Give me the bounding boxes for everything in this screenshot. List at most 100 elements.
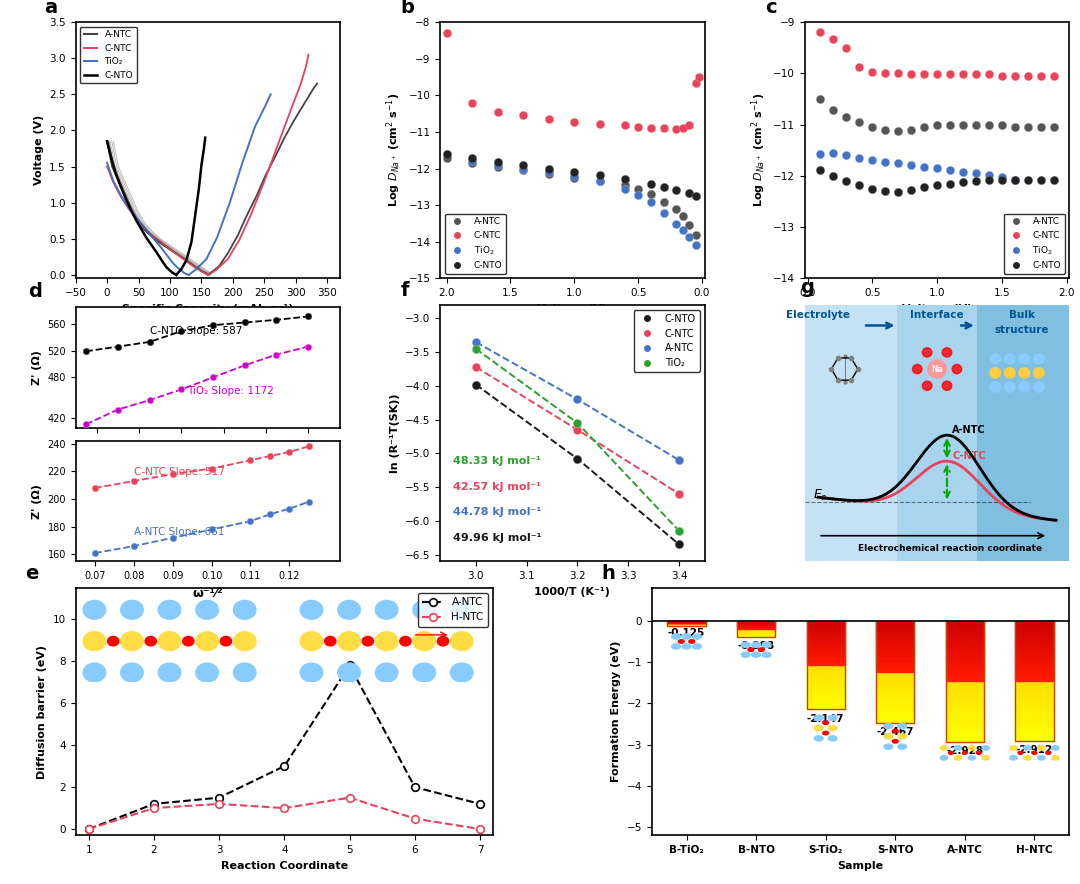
Bar xyxy=(876,667,915,672)
Circle shape xyxy=(990,382,1000,392)
Circle shape xyxy=(1004,368,1015,378)
X-axis label: Voltage (V): Voltage (V) xyxy=(537,304,608,314)
X-axis label: Voltage (V): Voltage (V) xyxy=(902,304,972,314)
Bar xyxy=(946,651,984,657)
Circle shape xyxy=(892,729,899,733)
Point xyxy=(851,60,868,74)
Bar xyxy=(876,713,915,718)
Point xyxy=(566,169,583,183)
Bar xyxy=(807,660,845,665)
Circle shape xyxy=(692,634,701,639)
Point xyxy=(916,180,933,194)
Bar xyxy=(876,646,915,652)
Bar xyxy=(807,665,845,669)
Point xyxy=(299,309,316,324)
Bar xyxy=(946,729,984,735)
Bar xyxy=(946,645,984,651)
Point xyxy=(1007,173,1024,187)
Point xyxy=(438,150,456,164)
Text: -0.398: -0.398 xyxy=(738,641,774,651)
Point xyxy=(674,120,691,134)
Point xyxy=(825,32,842,46)
A-NTC xyxy=(473,798,486,809)
Point xyxy=(687,189,704,203)
Legend: C-NTO, C-NTC, A-NTC, TiO₂: C-NTO, C-NTC, A-NTC, TiO₂ xyxy=(634,309,700,372)
Circle shape xyxy=(1045,751,1051,754)
Bar xyxy=(1015,735,1054,741)
Point xyxy=(569,452,586,466)
Circle shape xyxy=(814,726,823,731)
Point xyxy=(825,103,842,118)
Bar xyxy=(876,661,915,667)
Point xyxy=(1020,69,1037,83)
Circle shape xyxy=(1004,354,1015,364)
Point xyxy=(540,162,557,176)
Bar xyxy=(876,621,915,722)
Point xyxy=(994,170,1011,184)
Circle shape xyxy=(672,644,680,649)
Bar xyxy=(876,641,915,646)
Text: Electrolyte: Electrolyte xyxy=(786,309,850,320)
Text: d: d xyxy=(28,282,42,301)
Point xyxy=(463,154,481,168)
Point xyxy=(164,530,181,545)
Bar xyxy=(946,657,984,663)
Bar xyxy=(976,305,1069,561)
Point xyxy=(864,120,881,134)
Point xyxy=(942,177,959,191)
Bar xyxy=(946,675,984,682)
Circle shape xyxy=(1034,354,1044,364)
Circle shape xyxy=(968,746,975,751)
Point xyxy=(916,160,933,174)
Point xyxy=(929,161,946,175)
Text: g: g xyxy=(799,278,813,297)
Point xyxy=(617,171,634,186)
Bar xyxy=(1015,621,1054,741)
Text: -0.125: -0.125 xyxy=(667,628,705,638)
Point xyxy=(877,184,894,198)
Bar xyxy=(807,678,845,682)
Point xyxy=(864,152,881,166)
Bar xyxy=(807,647,845,652)
Point xyxy=(916,67,933,81)
Point xyxy=(968,67,985,81)
H-NTC xyxy=(408,813,421,824)
Bar xyxy=(876,702,915,707)
Bar xyxy=(807,638,845,643)
Bar xyxy=(946,633,984,639)
Circle shape xyxy=(897,723,906,728)
Text: h: h xyxy=(602,564,616,583)
Point xyxy=(281,501,298,515)
Point xyxy=(300,495,318,509)
Circle shape xyxy=(1020,354,1029,364)
Circle shape xyxy=(955,756,961,760)
Text: -2.147: -2.147 xyxy=(807,713,845,724)
Point xyxy=(125,474,143,488)
Bar xyxy=(1015,687,1054,693)
Text: a: a xyxy=(44,0,57,17)
Circle shape xyxy=(1024,756,1031,760)
Point xyxy=(680,231,698,245)
Line: A-NTC: A-NTC xyxy=(85,661,484,833)
Point xyxy=(86,481,104,495)
Point xyxy=(851,115,868,129)
Bar xyxy=(876,631,915,636)
Bar xyxy=(807,687,845,691)
Text: C-NTC Slope: 517: C-NTC Slope: 517 xyxy=(134,467,225,476)
Point xyxy=(1032,173,1050,187)
Point xyxy=(1032,69,1050,83)
A-NTC xyxy=(278,761,291,772)
Legend: A-NTC, C-NTC, TiO₂, C-NTO: A-NTC, C-NTC, TiO₂, C-NTO xyxy=(80,27,137,83)
Point xyxy=(981,173,998,187)
Point xyxy=(591,168,608,182)
Circle shape xyxy=(1038,746,1045,751)
Point xyxy=(617,118,634,133)
Text: TiO₂ Slope: 1172: TiO₂ Slope: 1172 xyxy=(187,385,273,396)
Point xyxy=(591,174,608,188)
Circle shape xyxy=(814,735,823,741)
Point xyxy=(569,392,586,407)
Circle shape xyxy=(683,634,691,639)
Point xyxy=(566,164,583,179)
Point xyxy=(667,183,685,197)
Bar xyxy=(1015,639,1054,645)
